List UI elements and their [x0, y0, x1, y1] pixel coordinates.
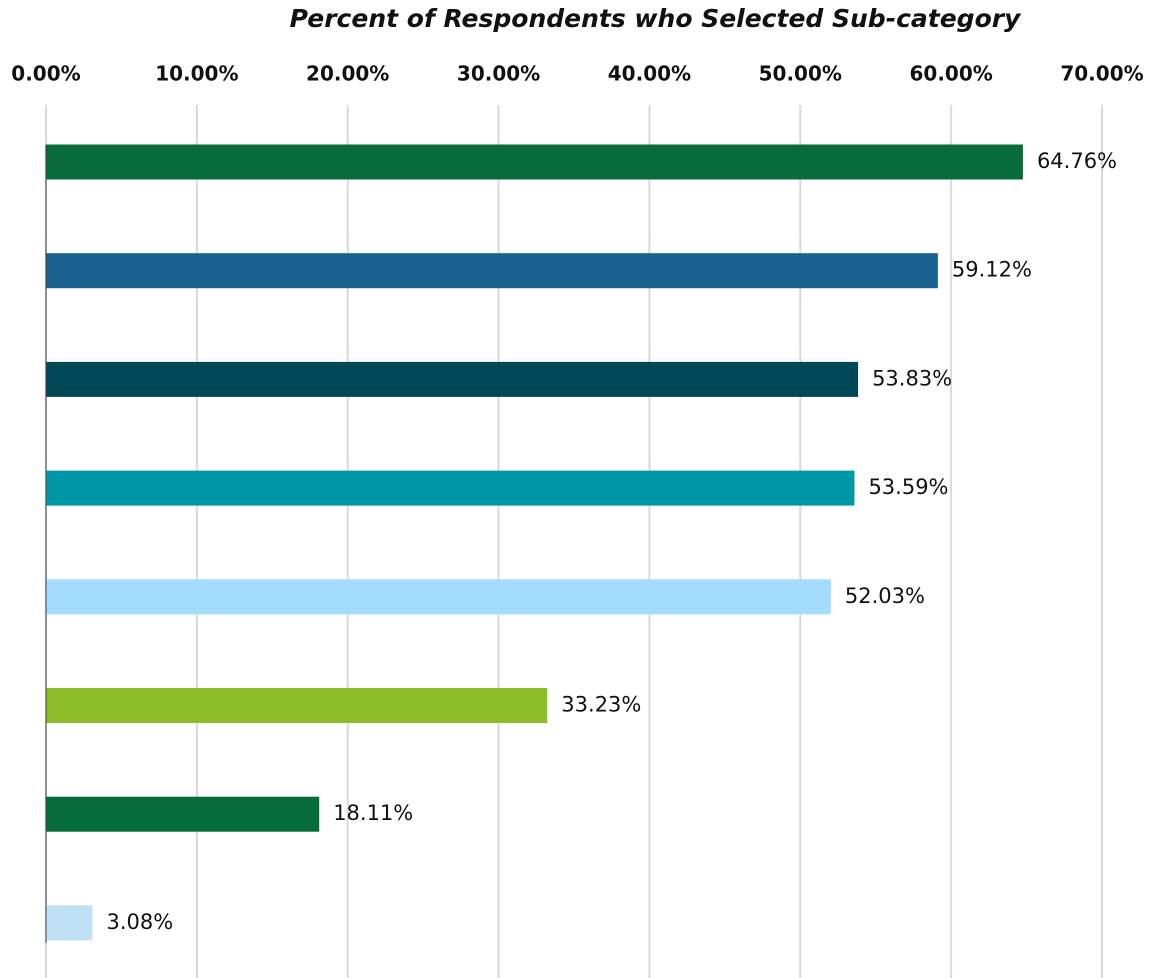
value-label: 52.03%	[845, 584, 925, 608]
value-label: 53.59%	[868, 475, 948, 499]
bar	[46, 470, 855, 506]
bar	[46, 579, 831, 615]
x-tick-label: 0.00%	[11, 62, 80, 86]
x-tick-label: 20.00%	[306, 62, 389, 86]
x-tick-label: 60.00%	[909, 62, 992, 86]
x-tick-label: 30.00%	[457, 62, 540, 86]
bar	[46, 144, 1023, 180]
bar	[46, 253, 938, 289]
value-label: 18.11%	[333, 801, 413, 825]
x-tick-label: 10.00%	[155, 62, 238, 86]
x-tick-label: 40.00%	[608, 62, 691, 86]
chart-title: Percent of Respondents who Selected Sub-…	[290, 4, 1022, 33]
bar	[46, 361, 859, 397]
bar	[46, 905, 93, 941]
value-label: 3.08%	[106, 910, 173, 934]
value-label: 53.83%	[872, 366, 952, 390]
value-label: 64.76%	[1037, 149, 1117, 173]
x-tick-label: 70.00%	[1060, 62, 1143, 86]
value-label: 59.12%	[952, 258, 1032, 282]
value-label: 33.23%	[561, 693, 641, 717]
bar	[46, 688, 548, 723]
x-tick-label: 50.00%	[759, 62, 842, 86]
bar	[46, 796, 320, 832]
